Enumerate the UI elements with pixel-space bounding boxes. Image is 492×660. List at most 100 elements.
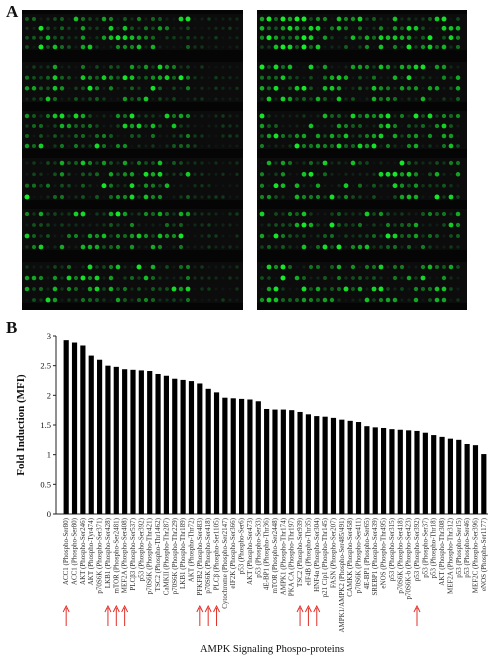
array-spot [372,65,376,69]
array-spot [294,194,300,200]
array-spot [207,265,211,269]
array-spot [428,17,432,21]
array-spot [122,25,128,31]
array-spot [344,172,348,176]
x-tick-label: p70S6K (Phospho-Thr229) [171,517,179,594]
array-spot [393,144,397,148]
array-spot [378,64,384,70]
array-spot [449,124,453,128]
array-spot [102,86,106,90]
array-spot [150,244,156,250]
array-spot [287,25,293,31]
array-spot [308,171,314,177]
array-spot [413,172,419,177]
array-spot [165,298,169,302]
array-spot [179,134,183,138]
array-spot [378,35,384,41]
array-spot [95,161,99,165]
array-spot [60,298,64,302]
array-spot [315,25,321,31]
array-spot [207,124,211,128]
array-spot [158,97,162,101]
array-spot [67,97,71,101]
array-spot [179,45,183,49]
x-tick-label: 4E-BP1 (Phospho-Thr36) [263,517,271,590]
x-tick-label: p70S6K (Phospho-Ser371) [96,517,104,593]
array-spot [260,287,264,291]
array-spot [200,134,204,138]
array-spot [94,275,100,281]
array-spot [200,265,204,269]
array-spot [73,211,79,217]
array-spot [221,212,225,216]
array-spot [144,265,148,269]
array-spot [343,133,349,139]
array-spot [316,76,320,80]
array-spot [46,223,50,227]
array-spot [344,276,348,280]
array-spot [315,96,321,102]
array-spot [266,194,272,200]
array-spot [329,26,335,31]
array-spot [200,144,204,148]
array-spot [267,65,271,69]
array-spot [351,298,355,302]
array-spot [144,287,148,291]
array-spot [350,160,356,166]
array-spot [164,64,170,70]
array-spot [295,245,299,249]
array-spot [74,76,78,80]
array-spot [32,172,36,177]
array-spot [179,86,183,90]
array-spot [179,65,183,69]
array-spot [207,134,211,138]
array-spot [52,286,58,292]
array-spot [378,86,384,91]
array-spot [407,298,411,302]
array-spot [60,183,64,188]
array-spot [378,123,384,129]
array-spot [214,26,218,30]
array-spot [81,183,85,188]
array-spot [235,234,239,238]
array-spot [288,265,292,269]
bar [180,379,186,514]
array-spot [66,264,72,270]
array-spot [400,212,404,216]
array-spot [94,233,100,239]
array-spot [193,26,197,30]
array-spot [129,194,135,200]
y-axis-label: Fold Induction (MFI) [15,374,27,476]
array-spot [358,75,362,80]
array-spot [287,211,293,217]
array-spot [67,245,71,249]
x-tick-label: PFKFB2 (Phospho-Ser483) [196,517,204,595]
array-spot [179,195,183,199]
array-spot [455,160,461,166]
array-spot [435,114,439,118]
bar [422,432,428,514]
array-spot [294,35,300,40]
array-spot [273,133,279,139]
array-spot [372,45,376,49]
array-spot [421,212,425,216]
array-spot [39,265,43,269]
array-spot [108,25,114,31]
array-spot [116,65,120,69]
array-spot [122,113,128,119]
array-spot [365,276,369,280]
array-spot [214,195,218,199]
array-spot [364,44,370,50]
array-spot [73,16,79,22]
array-spot [46,287,50,291]
array-spot [80,64,86,70]
array-spot [115,194,121,200]
array-spot [143,96,149,102]
array-spot [102,212,106,216]
array-spot [200,114,204,118]
array-spot [266,96,272,102]
array-spot [87,160,93,166]
array-spot [52,275,58,281]
array-spot [449,172,453,176]
array-spot [116,26,120,30]
